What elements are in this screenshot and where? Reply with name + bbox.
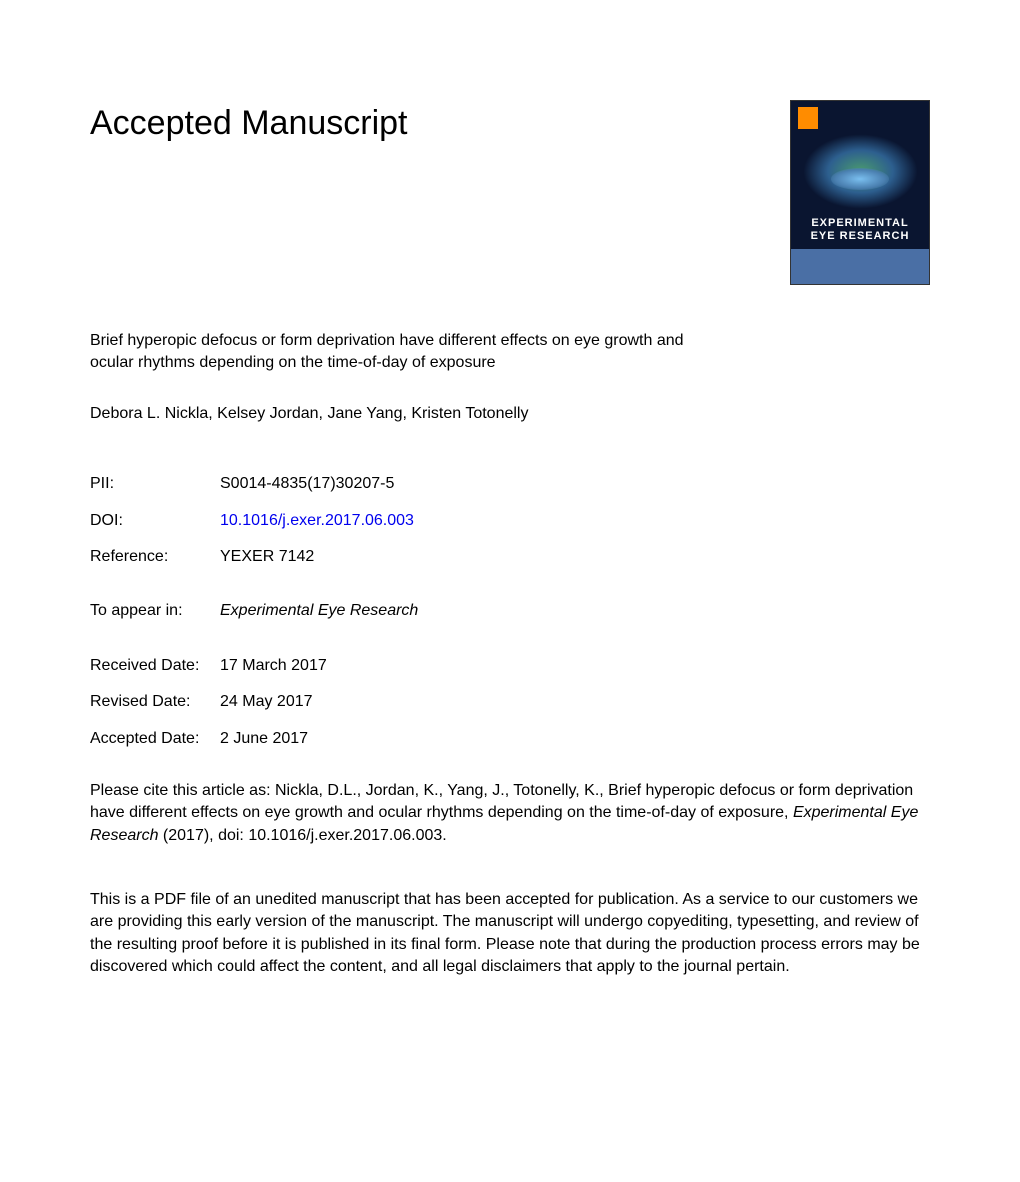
article-title: Brief hyperopic defocus or form deprivat…	[90, 330, 730, 375]
article-authors: Debora L. Nickla, Kelsey Jordan, Jane Ya…	[90, 403, 930, 425]
meta-row-received: Received Date: 17 March 2017	[90, 655, 930, 677]
disclaimer-text: This is a PDF file of an unedited manusc…	[90, 889, 930, 979]
cover-eye-image	[803, 134, 918, 209]
metadata-table: PII: S0014-4835(17)30207-5 DOI: 10.1016/…	[90, 473, 930, 750]
journal-cover-thumbnail: EXPERIMENTAL EYE RESEARCH	[790, 100, 930, 285]
meta-row-accepted: Accepted Date: 2 June 2017	[90, 728, 930, 750]
meta-row-pii: PII: S0014-4835(17)30207-5	[90, 473, 930, 495]
meta-row-reference: Reference: YEXER 7142	[90, 546, 930, 568]
cover-title-line1: EXPERIMENTAL	[811, 217, 908, 229]
accepted-value: 2 June 2017	[220, 728, 930, 750]
cover-footer	[791, 249, 929, 284]
publisher-logo-icon	[798, 107, 818, 129]
revised-value: 24 May 2017	[220, 691, 930, 713]
appear-label: To appear in:	[90, 600, 220, 622]
meta-row-appear: To appear in: Experimental Eye Research	[90, 600, 930, 622]
appear-value: Experimental Eye Research	[220, 600, 930, 622]
pii-label: PII:	[90, 473, 220, 495]
pii-value: S0014-4835(17)30207-5	[220, 473, 930, 495]
cover-title-line2: EYE RESEARCH	[811, 230, 910, 242]
reference-label: Reference:	[90, 546, 220, 568]
citation-prefix: Please cite this article as: Nickla, D.L…	[90, 782, 913, 821]
page-title: Accepted Manuscript	[90, 100, 408, 148]
accepted-label: Accepted Date:	[90, 728, 220, 750]
header-row: Accepted Manuscript EXPERIMENTAL EYE RES…	[90, 100, 930, 285]
citation-suffix: (2017), doi: 10.1016/j.exer.2017.06.003.	[158, 827, 446, 844]
meta-row-doi: DOI: 10.1016/j.exer.2017.06.003	[90, 510, 930, 532]
doi-link[interactable]: 10.1016/j.exer.2017.06.003	[220, 510, 930, 532]
revised-label: Revised Date:	[90, 691, 220, 713]
doi-label: DOI:	[90, 510, 220, 532]
citation-text: Please cite this article as: Nickla, D.L…	[90, 780, 930, 847]
reference-value: YEXER 7142	[220, 546, 930, 568]
cover-journal-title: EXPERIMENTAL EYE RESEARCH	[811, 217, 910, 243]
meta-row-revised: Revised Date: 24 May 2017	[90, 691, 930, 713]
received-label: Received Date:	[90, 655, 220, 677]
received-value: 17 March 2017	[220, 655, 930, 677]
